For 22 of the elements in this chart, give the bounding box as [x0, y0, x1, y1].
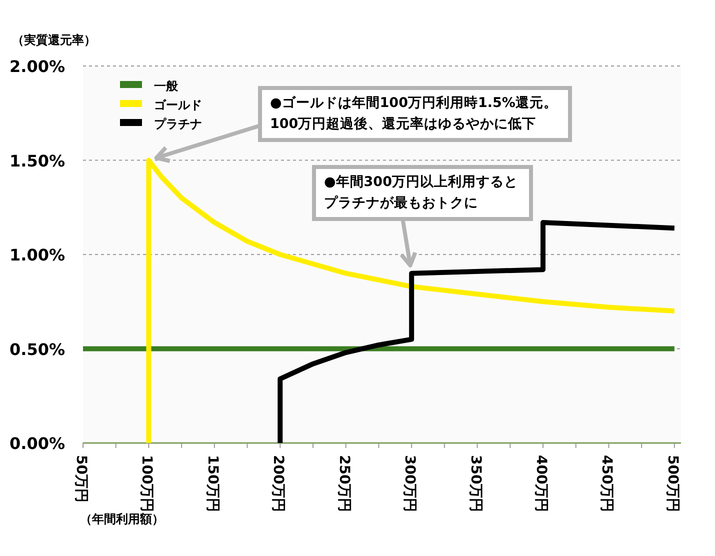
y-tick-label: 0.50% [9, 340, 65, 359]
x-tick-label: 300万円 [402, 455, 418, 512]
x-tick-label: 150万円 [204, 455, 220, 512]
legend-label: プラチナ [154, 117, 202, 131]
y-tick-label: 2.00% [9, 57, 65, 76]
y-tick-label: 1.50% [9, 151, 65, 170]
x-tick-label: 400万円 [533, 455, 549, 512]
x-tick-label: 250万円 [336, 455, 352, 512]
x-tick-label: 500万円 [664, 455, 680, 512]
x-tick-label: 350万円 [467, 455, 484, 512]
annotation: ●年間300万円以上利用するとプラチナが最もおトクに [312, 165, 533, 221]
x-tick-label: 450万円 [598, 455, 615, 512]
x-tick-label: 200万円 [270, 455, 286, 512]
y-tick-label: 0.00% [9, 434, 65, 453]
x-axis-title: （年間利用額） [80, 512, 164, 526]
legend-label: 一般 [154, 79, 179, 93]
legend-label: ゴールド [154, 98, 202, 112]
x-tick-label: 100万円 [138, 455, 155, 512]
y-tick-label: 1.00% [9, 246, 65, 264]
y-axis-title: （実質還元率） [12, 33, 96, 47]
x-tick-label: 50万円 [73, 455, 89, 502]
annotation: ●ゴールドは年間100万円利用時1.5%還元。100万円超過後、還元率はゆるやかに低下 [258, 86, 572, 142]
